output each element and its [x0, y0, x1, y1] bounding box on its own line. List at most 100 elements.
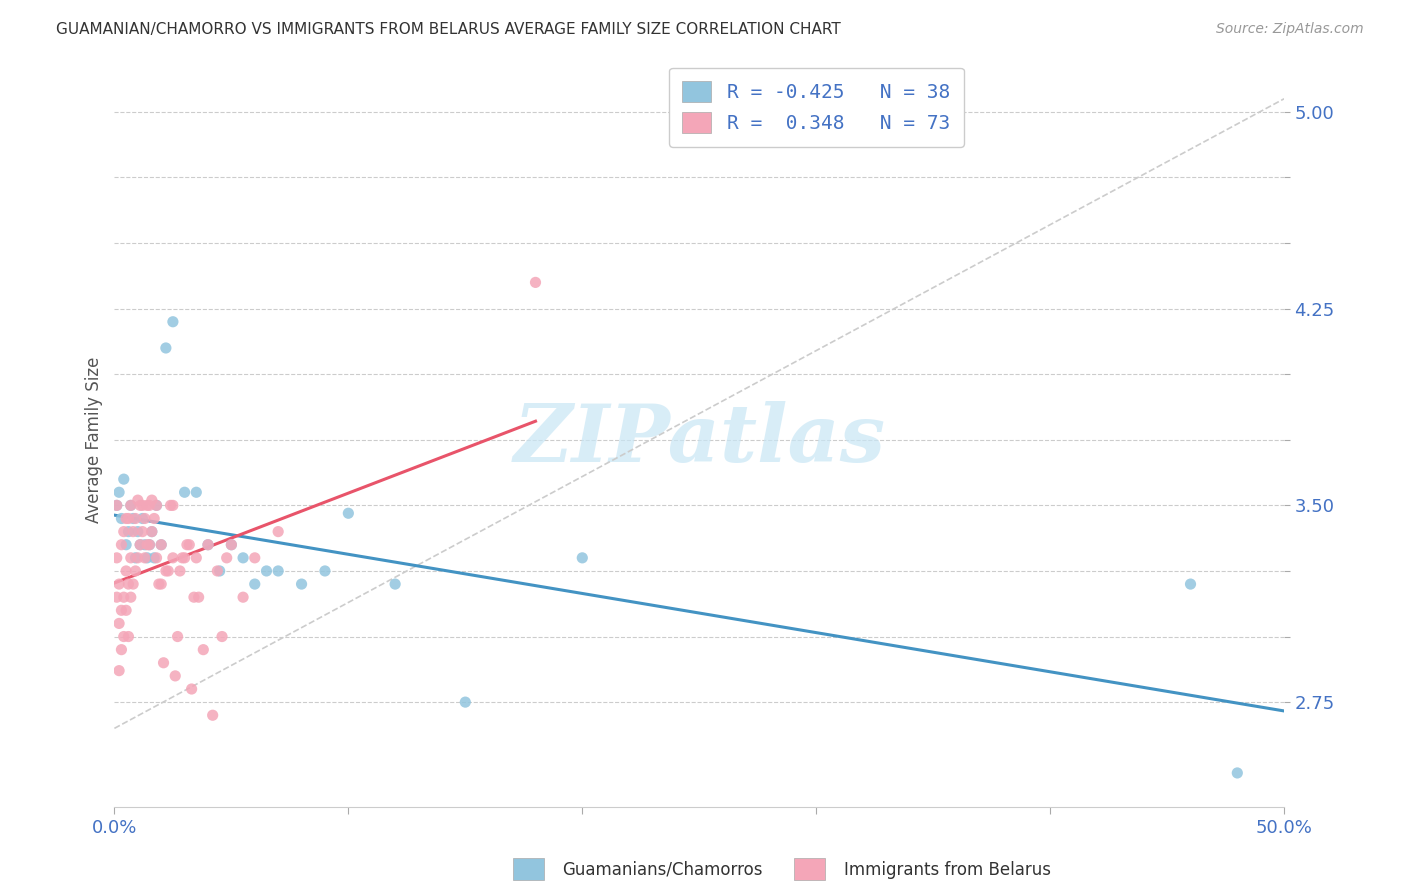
Point: [207, 564, 229, 578]
Point: [122, 511, 145, 525]
Point: [115, 538, 138, 552]
Point: [152, 656, 174, 670]
Point: [122, 524, 145, 539]
Point: [180, 681, 202, 696]
Point: [159, 499, 181, 513]
Point: [143, 511, 166, 525]
Point: [169, 564, 191, 578]
Point: [141, 524, 163, 539]
Point: [290, 577, 312, 591]
Text: Source: ZipAtlas.com: Source: ZipAtlas.com: [1216, 22, 1364, 37]
Point: [131, 511, 153, 525]
Point: [155, 564, 177, 578]
Point: [186, 550, 208, 565]
Point: [115, 603, 138, 617]
Point: [193, 642, 215, 657]
Text: ZIPatlas: ZIPatlas: [513, 401, 886, 478]
Text: GUAMANIAN/CHAMORRO VS IMMIGRANTS FROM BELARUS AVERAGE FAMILY SIZE CORRELATION CH: GUAMANIAN/CHAMORRO VS IMMIGRANTS FROM BE…: [56, 22, 841, 37]
Point: [112, 472, 135, 486]
Point: [150, 577, 173, 591]
Point: [157, 564, 180, 578]
Point: [112, 630, 135, 644]
Text: Guamanians/Chamorros: Guamanians/Chamorros: [562, 861, 763, 879]
Point: [524, 276, 547, 290]
Point: [173, 550, 195, 565]
Point: [108, 577, 131, 591]
Point: [186, 485, 208, 500]
Point: [215, 550, 238, 565]
Point: [571, 550, 593, 565]
Point: [221, 538, 243, 552]
Point: [117, 511, 139, 525]
Point: [145, 499, 167, 513]
Point: [162, 315, 184, 329]
Point: [267, 564, 290, 578]
Point: [105, 550, 128, 565]
Point: [110, 603, 132, 617]
Point: [129, 538, 152, 552]
Point: [232, 590, 254, 604]
Point: [110, 642, 132, 657]
Point: [145, 499, 167, 513]
Text: Immigrants from Belarus: Immigrants from Belarus: [844, 861, 1050, 879]
Point: [108, 485, 131, 500]
Point: [112, 590, 135, 604]
Point: [115, 564, 138, 578]
Point: [232, 550, 254, 565]
Point: [120, 550, 142, 565]
Point: [165, 669, 187, 683]
Point: [141, 524, 163, 539]
Point: [1180, 577, 1202, 591]
Point: [120, 499, 142, 513]
Point: [221, 538, 243, 552]
Point: [108, 616, 131, 631]
Point: [136, 550, 159, 565]
Point: [166, 630, 188, 644]
Point: [143, 550, 166, 565]
Point: [117, 524, 139, 539]
Point: [162, 499, 184, 513]
Point: [124, 564, 146, 578]
Point: [256, 564, 278, 578]
Point: [141, 493, 163, 508]
Point: [1226, 766, 1249, 780]
Point: [138, 499, 160, 513]
Point: [127, 524, 149, 539]
Y-axis label: Average Family Size: Average Family Size: [86, 357, 103, 523]
Legend: R = -0.425   N = 38, R =  0.348   N = 73: R = -0.425 N = 38, R = 0.348 N = 73: [669, 68, 965, 147]
Point: [131, 499, 153, 513]
Point: [124, 550, 146, 565]
Point: [155, 341, 177, 355]
Point: [150, 538, 173, 552]
Point: [120, 590, 142, 604]
Point: [136, 499, 159, 513]
Point: [173, 485, 195, 500]
Point: [197, 538, 219, 552]
Point: [115, 511, 138, 525]
Point: [110, 511, 132, 525]
Point: [148, 577, 170, 591]
Point: [136, 538, 159, 552]
Point: [129, 538, 152, 552]
Point: [127, 493, 149, 508]
Point: [243, 550, 266, 565]
Point: [138, 538, 160, 552]
Point: [187, 590, 209, 604]
Point: [145, 550, 167, 565]
Point: [108, 664, 131, 678]
Point: [243, 577, 266, 591]
Point: [134, 550, 156, 565]
Point: [134, 511, 156, 525]
Point: [384, 577, 406, 591]
Point: [162, 550, 184, 565]
Point: [105, 590, 128, 604]
Point: [117, 577, 139, 591]
Point: [172, 550, 194, 565]
Point: [127, 550, 149, 565]
Point: [131, 524, 153, 539]
Point: [176, 538, 198, 552]
Point: [134, 538, 156, 552]
Point: [120, 499, 142, 513]
Point: [122, 577, 145, 591]
Point: [124, 511, 146, 525]
